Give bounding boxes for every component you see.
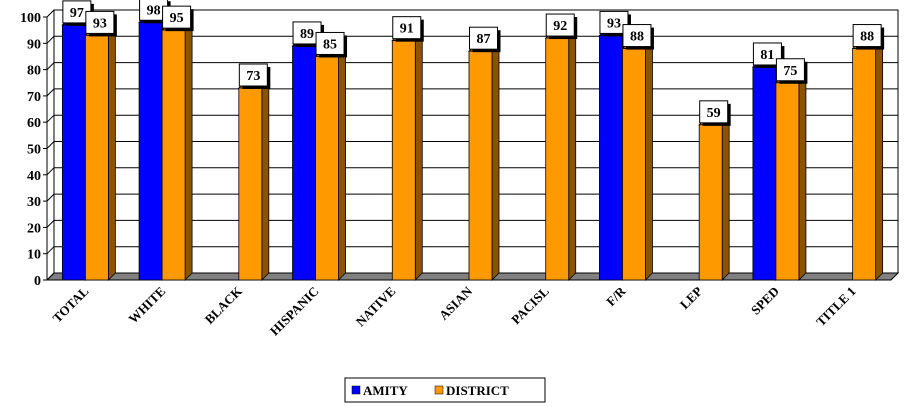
data-label: 91 xyxy=(392,16,424,42)
data-label: 88 xyxy=(852,24,885,50)
bars xyxy=(61,14,884,281)
data-label: 73 xyxy=(238,63,271,90)
data-label: 95 xyxy=(162,5,194,32)
data-label: 93 xyxy=(85,10,117,37)
legend-swatch-amity xyxy=(351,385,361,395)
svg-text:87: 87 xyxy=(477,32,491,47)
bar-district-hispanic xyxy=(314,48,347,281)
bar-district-f-r xyxy=(621,40,654,281)
data-label: 87 xyxy=(469,26,501,53)
gridline xyxy=(46,9,898,18)
svg-text:88: 88 xyxy=(630,30,644,45)
svg-text:81: 81 xyxy=(760,48,774,63)
y-tick-label: 0 xyxy=(34,274,41,289)
y-tick-label: 100 xyxy=(20,11,41,26)
svg-text:88: 88 xyxy=(860,30,874,45)
x-tick-label: ASIAN xyxy=(436,283,476,323)
svg-text:92: 92 xyxy=(553,19,567,34)
x-tick-label: HISPANIC xyxy=(267,284,322,339)
x-tick-label: WHITE xyxy=(125,284,168,327)
svg-text:59: 59 xyxy=(707,106,721,121)
x-tick-label: F/R xyxy=(603,283,629,309)
y-tick-label: 10 xyxy=(27,248,41,263)
x-tick-label: SPED xyxy=(748,284,782,318)
x-tick-label: TOTAL xyxy=(50,283,92,325)
bar-district-black xyxy=(237,80,270,281)
legend: AMITY DISTRICT xyxy=(344,377,546,403)
svg-text:97: 97 xyxy=(70,6,84,21)
svg-text:75: 75 xyxy=(783,64,797,79)
legend-label-amity: AMITY xyxy=(363,383,408,398)
bar-district-sped xyxy=(774,74,807,281)
bar-district-pacisl xyxy=(544,30,577,281)
svg-text:89: 89 xyxy=(300,27,314,42)
bar-district-lep xyxy=(698,116,731,281)
legend-swatch-district xyxy=(434,385,444,395)
y-axis-ticks: 0 10 20 30 40 50 60 70 80 90 100 xyxy=(20,11,47,289)
x-tick-label: PACISL xyxy=(508,283,552,327)
y-tick-label: 50 xyxy=(27,143,41,158)
bar-district-asian xyxy=(468,43,500,281)
x-tick-label: BLACK xyxy=(202,283,246,327)
data-label: 88 xyxy=(622,24,654,50)
bar-district-title-1 xyxy=(851,40,884,281)
data-label: 92 xyxy=(545,13,578,40)
y-tick-label: 20 xyxy=(27,221,41,236)
legend-box xyxy=(344,377,546,403)
bar-district-white xyxy=(161,22,194,281)
y-tick-label: 90 xyxy=(27,37,41,52)
svg-text:73: 73 xyxy=(246,69,260,84)
legend-label-district: DISTRICT xyxy=(446,383,509,398)
y-tick-label: 30 xyxy=(27,195,41,210)
x-tick-label: TITLE 1 xyxy=(813,284,859,330)
svg-text:93: 93 xyxy=(93,16,107,31)
svg-text:93: 93 xyxy=(607,16,621,31)
svg-text:95: 95 xyxy=(170,11,184,26)
bar-district-total xyxy=(84,27,117,281)
y-tick-label: 60 xyxy=(27,116,41,131)
svg-text:85: 85 xyxy=(323,37,337,52)
x-tick-label: NATIVE xyxy=(353,284,399,330)
data-labels: 97 93 98 95 73 89 85 91 87 92 93 88 59 81 75 88 xyxy=(62,0,885,126)
data-label: 85 xyxy=(315,31,348,58)
x-tick-label: LEP xyxy=(677,283,706,312)
data-label: 75 xyxy=(775,58,808,84)
x-axis-labels: TOTAL WHITE BLACK HISPANIC NATIVE ASIAN PACISL… xyxy=(50,283,859,339)
y-tick-label: 40 xyxy=(27,169,41,184)
data-label: 59 xyxy=(699,100,731,126)
svg-text:91: 91 xyxy=(400,22,414,37)
bar-district-native xyxy=(391,32,424,281)
y-tick-label: 70 xyxy=(27,90,41,105)
y-tick-label: 80 xyxy=(27,64,41,79)
svg-text:98: 98 xyxy=(147,3,161,18)
